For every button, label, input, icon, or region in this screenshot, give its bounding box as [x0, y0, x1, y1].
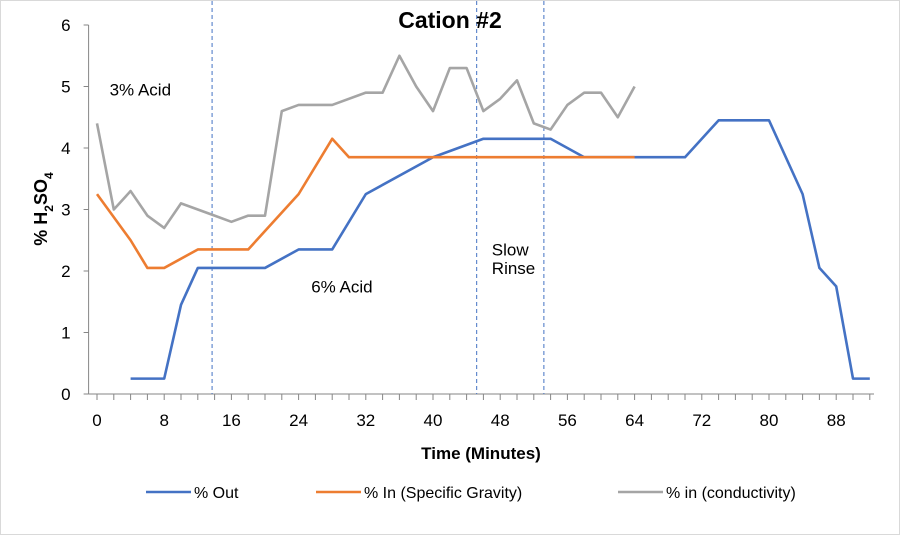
- y-axis-label-part: % H: [31, 212, 51, 246]
- y-tick-label: 6: [61, 16, 70, 35]
- y-tick-label: 5: [61, 78, 70, 97]
- annotation: Rinse: [492, 259, 535, 278]
- legend-label: % Out: [194, 485, 239, 502]
- x-tick-label: 0: [92, 411, 101, 430]
- series-line--out: [130, 119, 870, 380]
- y-tick-label: 3: [61, 201, 70, 220]
- y-tick-label: 0: [61, 385, 70, 404]
- y-tick-label: 2: [61, 262, 70, 281]
- y-axis-label-part: 4: [42, 172, 56, 179]
- annotation: Slow: [492, 241, 530, 260]
- x-axis-label: Time (Minutes): [421, 444, 541, 463]
- x-tick-label: 48: [491, 411, 510, 430]
- y-axis-label: % H2SO4: [31, 172, 56, 246]
- x-tick-label: 64: [625, 411, 644, 430]
- x-tick-label: 24: [289, 411, 308, 430]
- y-axis-label-part: SO: [31, 179, 51, 205]
- series-line--in-conductivity-: [95, 54, 636, 230]
- x-tick-label: 80: [760, 411, 779, 430]
- x-tick-label: 32: [356, 411, 375, 430]
- x-tick-label: 72: [692, 411, 711, 430]
- y-tick-label: 4: [61, 139, 70, 158]
- x-tick-label: 40: [424, 411, 443, 430]
- x-tick-label: 88: [827, 411, 846, 430]
- legend-label: % In (Specific Gravity): [364, 485, 522, 502]
- x-tick-label: 16: [222, 411, 241, 430]
- annotation: 6% Acid: [311, 278, 372, 297]
- legend-label: % in (conductivity): [666, 485, 796, 502]
- y-tick-label: 1: [61, 324, 70, 343]
- y-axis-label-part: 2: [42, 205, 56, 212]
- annotation: 3% Acid: [110, 81, 171, 100]
- x-tick-label: 8: [159, 411, 168, 430]
- chart-title: Cation #2: [398, 7, 502, 33]
- series-line--in-specific-gravity-: [95, 137, 635, 270]
- x-tick-label: 56: [558, 411, 577, 430]
